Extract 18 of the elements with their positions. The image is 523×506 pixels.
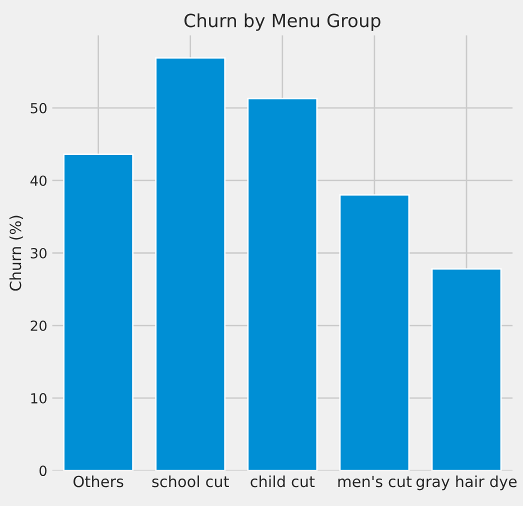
bar xyxy=(339,194,410,471)
y-tick-label: 40 xyxy=(30,175,47,186)
bar xyxy=(155,57,226,471)
x-tick-label: school cut xyxy=(152,475,229,488)
bar xyxy=(431,268,502,471)
x-tick-label: men's cut xyxy=(338,476,412,488)
x-tick-label: Others xyxy=(74,475,124,488)
y-tick-label: 0 xyxy=(40,466,47,476)
chart-title: Churn by Menu Group xyxy=(184,13,380,31)
bar xyxy=(247,98,318,471)
y-axis-title: Churn (%) xyxy=(9,216,24,291)
bar xyxy=(63,154,134,471)
y-tick-label: 50 xyxy=(30,102,47,114)
y-tick-label: 30 xyxy=(30,248,47,258)
y-tick-label: 20 xyxy=(30,320,47,331)
x-tick-label: child cut xyxy=(250,475,315,488)
x-tick-label: gray hair dye xyxy=(416,475,517,490)
y-tick-label: 10 xyxy=(31,393,47,404)
